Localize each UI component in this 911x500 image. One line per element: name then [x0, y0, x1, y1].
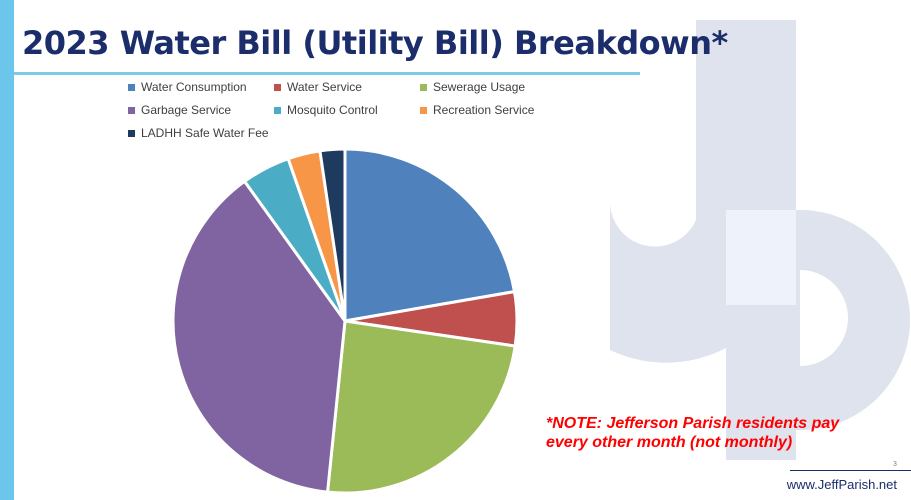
- page-title: 2023 Water Bill (Utility Bill) Breakdown…: [22, 24, 728, 62]
- billing-note: *NOTE: Jefferson Parish residents pay ev…: [546, 414, 846, 452]
- pie-slice-ladhh-safe-water-fee: [318, 147, 347, 323]
- legend-label: Garbage Service: [141, 103, 232, 117]
- legend-swatch: [128, 83, 135, 91]
- title-underline: [14, 72, 640, 75]
- legend-swatch: [274, 106, 281, 114]
- legend-item-mosquito-control: Mosquito Control: [274, 103, 378, 117]
- pie-slice-sewerage-usage: [326, 319, 517, 495]
- legend-label: Water Consumption: [141, 80, 247, 94]
- left-accent-bar: [0, 0, 14, 500]
- legend-swatch: [128, 129, 135, 137]
- footer-divider: [790, 470, 911, 471]
- legend-swatch: [274, 83, 281, 91]
- legend-swatch: [128, 106, 135, 114]
- pie-chart: [171, 147, 519, 495]
- page-number: 3: [893, 461, 897, 468]
- legend-item-garbage-service: Garbage Service: [128, 103, 231, 117]
- logo-highlight: [726, 210, 796, 305]
- pie-slice-garbage-service: [171, 179, 347, 494]
- chart-legend: Water Consumption Water Service Sewerage U…: [128, 80, 568, 150]
- pie-slice-water-consumption: [343, 147, 516, 323]
- legend-label: Water Service: [287, 80, 362, 94]
- footer-url: www.JeffParish.net: [786, 477, 897, 492]
- legend-item-sewerage-usage: Sewerage Usage: [420, 80, 525, 94]
- legend-label: Mosquito Control: [287, 103, 378, 117]
- jp-logo-watermark: [609, 20, 910, 460]
- legend-swatch: [420, 106, 427, 114]
- legend-label: Sewerage Usage: [433, 80, 526, 94]
- billing-note-line-2: every other month (not monthly): [546, 434, 793, 451]
- legend-item-water-service: Water Service: [274, 80, 362, 94]
- legend-item-water-consumption: Water Consumption: [128, 80, 247, 94]
- legend-item-recreation-service: Recreation Service: [420, 103, 534, 117]
- legend-item-ladhh-safe-water-fee: LADHH Safe Water Fee: [128, 126, 269, 140]
- billing-note-line-1: *NOTE: Jefferson Parish residents pay: [546, 415, 840, 432]
- legend-label: LADHH Safe Water Fee: [141, 126, 269, 140]
- legend-swatch: [420, 83, 427, 91]
- legend-label: Recreation Service: [433, 103, 535, 117]
